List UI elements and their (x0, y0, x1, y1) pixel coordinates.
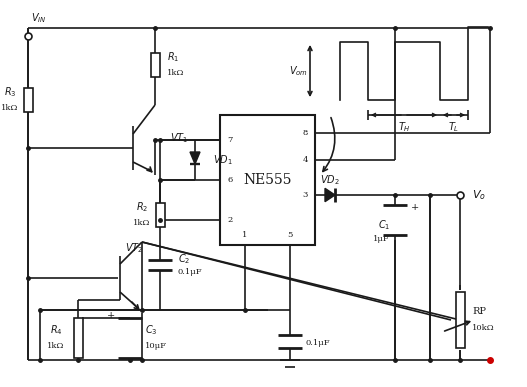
Text: $VT_2$: $VT_2$ (125, 241, 143, 255)
Bar (155, 203, 164, 227)
Text: 1kΩ: 1kΩ (47, 342, 65, 350)
Text: $C_3$: $C_3$ (145, 323, 158, 337)
Text: 1μF: 1μF (373, 235, 390, 243)
Text: 2: 2 (227, 216, 232, 224)
Text: $R_2$: $R_2$ (136, 200, 148, 214)
Polygon shape (325, 188, 335, 202)
Text: 10kΩ: 10kΩ (472, 324, 495, 332)
Text: $VD_2$: $VD_2$ (320, 173, 340, 187)
Text: $R_1$: $R_1$ (167, 50, 179, 64)
Text: 6: 6 (227, 176, 232, 184)
Text: $V_{om}$: $V_{om}$ (289, 64, 308, 78)
Text: NE555: NE555 (243, 173, 292, 187)
Polygon shape (190, 152, 200, 164)
Text: +: + (411, 204, 419, 212)
Text: $T_L$: $T_L$ (448, 120, 460, 134)
Text: 4: 4 (302, 156, 308, 164)
Text: 1kΩ: 1kΩ (133, 219, 151, 227)
Bar (455, 292, 464, 348)
Text: 0.1μF: 0.1μF (178, 268, 202, 276)
Text: $VD_1$: $VD_1$ (213, 153, 233, 167)
Text: $R_4$: $R_4$ (50, 323, 62, 337)
Text: +: + (107, 310, 115, 320)
Text: RP: RP (472, 308, 486, 317)
Text: 10μF: 10μF (145, 342, 167, 350)
Text: 3: 3 (302, 191, 308, 199)
Text: $VT_1$: $VT_1$ (170, 131, 188, 145)
Text: $V_o$: $V_o$ (472, 188, 486, 202)
Text: $R_3$: $R_3$ (4, 85, 16, 99)
Text: 1kΩ: 1kΩ (1, 104, 18, 112)
Text: 7: 7 (227, 136, 233, 144)
Text: $V_{IN}$: $V_{IN}$ (31, 11, 46, 25)
Bar (24, 88, 33, 112)
Bar (73, 318, 83, 358)
Text: 1kΩ: 1kΩ (167, 69, 184, 77)
Bar (151, 53, 160, 77)
Text: 1: 1 (242, 231, 248, 239)
Text: $C_1$: $C_1$ (377, 218, 390, 232)
Text: 5: 5 (287, 231, 292, 239)
Text: $T_H$: $T_H$ (397, 120, 411, 134)
Bar (220, 115, 315, 245)
Text: 8: 8 (302, 129, 308, 137)
Text: $C_2$: $C_2$ (178, 252, 190, 266)
Text: 0.1μF: 0.1μF (305, 339, 329, 347)
